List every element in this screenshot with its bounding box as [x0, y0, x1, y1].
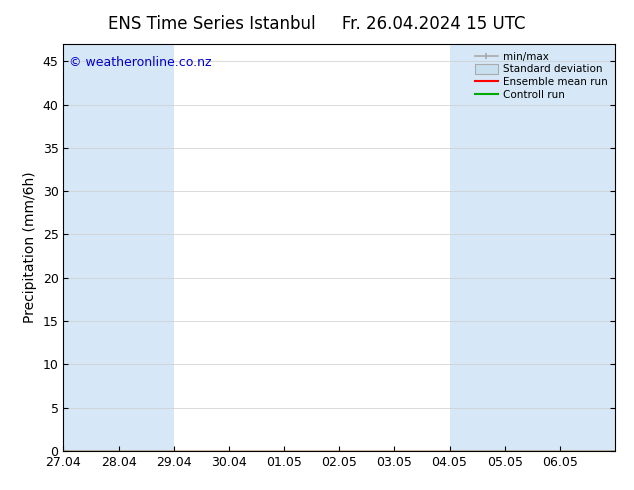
- Bar: [505, 44, 560, 451]
- Bar: [560, 44, 615, 451]
- Text: ENS Time Series Istanbul     Fr. 26.04.2024 15 UTC: ENS Time Series Istanbul Fr. 26.04.2024 …: [108, 15, 526, 33]
- Text: © weatheronline.co.nz: © weatheronline.co.nz: [69, 56, 211, 69]
- Legend: min/max, Standard deviation, Ensemble mean run, Controll run: min/max, Standard deviation, Ensemble me…: [473, 49, 610, 102]
- Bar: [450, 44, 505, 451]
- Bar: [63, 44, 119, 451]
- Y-axis label: Precipitation (mm/6h): Precipitation (mm/6h): [23, 172, 37, 323]
- Bar: [119, 44, 174, 451]
